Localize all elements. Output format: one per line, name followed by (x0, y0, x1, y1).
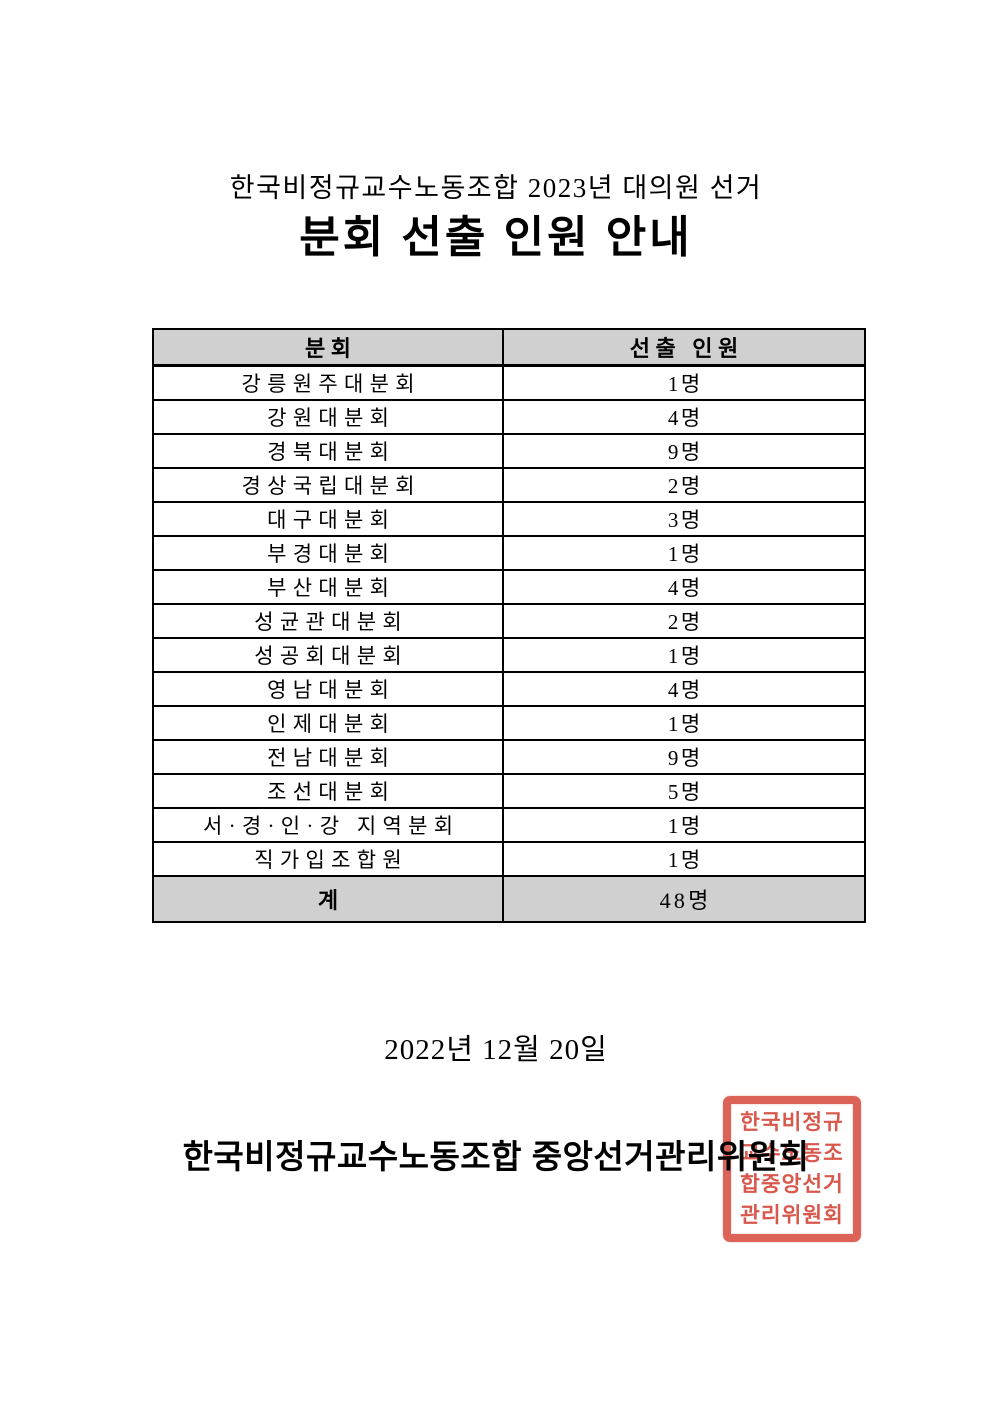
elected-count-cell: 2명 (502, 467, 866, 503)
elected-count-cell: 1명 (502, 705, 866, 741)
seal-glyph-row: 관리위원회 (740, 1204, 844, 1227)
branch-name-cell: 강릉원주대분회 (152, 364, 504, 401)
branch-name-cell: 성균관대분회 (152, 603, 504, 639)
branch-name-cell: 영남대분회 (152, 671, 504, 707)
elected-count-cell: 9명 (502, 433, 866, 469)
table-row: 조선대분회 5명 (152, 773, 866, 809)
elected-count-cell: 1명 (502, 637, 866, 673)
branch-name-cell: 서·경·인·강 지역분회 (152, 807, 504, 843)
elected-count-cell: 1명 (502, 364, 866, 401)
document-title: 분회 선출 인원 안내 (299, 213, 693, 262)
elected-count-cell: 4명 (502, 399, 866, 435)
col-header-elected-count: 선출 인원 (502, 328, 866, 367)
elected-count-cell: 2명 (502, 603, 866, 639)
table-row: 경북대분회 9명 (152, 433, 866, 469)
total-value-cell: 48명 (502, 875, 866, 923)
elected-count-cell: 5명 (502, 773, 866, 809)
elected-count-cell: 1명 (502, 535, 866, 571)
elected-count-cell: 3명 (502, 501, 866, 537)
branch-name-cell: 직가입조합원 (152, 841, 504, 877)
table-row: 성균관대분회 2명 (152, 603, 866, 639)
seal-glyph-row: 교수노동조 (740, 1142, 844, 1165)
table-row: 부경대분회 1명 (152, 535, 866, 571)
branch-name-cell: 경상국립대분회 (152, 467, 504, 503)
table-row: 대구대분회 3명 (152, 501, 866, 537)
table-row: 성공회대분회 1명 (152, 637, 866, 673)
table-row: 직가입조합원 1명 (152, 841, 866, 877)
branch-name-cell: 조선대분회 (152, 773, 504, 809)
branch-name-cell: 강원대분회 (152, 399, 504, 435)
table-row: 서·경·인·강 지역분회 1명 (152, 807, 866, 843)
elected-count-cell: 1명 (502, 841, 866, 877)
seal-glyph-row: 한국비정규 (740, 1111, 844, 1134)
table-row: 영남대분회 4명 (152, 671, 866, 707)
branch-name-cell: 부산대분회 (152, 569, 504, 605)
branch-name-cell: 인제대분회 (152, 705, 504, 741)
elected-count-cell: 1명 (502, 807, 866, 843)
branch-name-cell: 대구대분회 (152, 501, 504, 537)
col-header-branch: 분회 (152, 328, 504, 367)
table-row: 경상국립대분회 2명 (152, 467, 866, 503)
seal-glyph-row: 합중앙선거 (740, 1173, 844, 1196)
elected-count-cell: 9명 (502, 739, 866, 775)
table-row: 부산대분회 4명 (152, 569, 866, 605)
elected-count-cell: 4명 (502, 671, 866, 707)
total-label-cell: 계 (152, 875, 504, 923)
table-row: 강릉원주대분회 1명 (152, 364, 866, 401)
organization-name: 한국비정규교수노동조합 중앙선거관리위원회 (182, 1138, 810, 1175)
branch-name-cell: 성공회대분회 (152, 637, 504, 673)
total-row: 계 48명 (152, 875, 866, 923)
table-row: 인제대분회 1명 (152, 705, 866, 741)
table-header-row: 분회 선출 인원 (152, 328, 866, 367)
branch-name-cell: 부경대분회 (152, 535, 504, 571)
table-row: 강원대분회 4명 (152, 399, 866, 435)
document-date: 2022년 12월 20일 (384, 1034, 608, 1066)
branch-name-cell: 전남대분회 (152, 739, 504, 775)
branch-election-table: 분회 선출 인원 강릉원주대분회 1명 강원대분회 4명 경북대분회 9명 경상국립대분회 2… (152, 328, 866, 923)
elected-count-cell: 4명 (502, 569, 866, 605)
branch-name-cell: 경북대분회 (152, 433, 504, 469)
table-row: 전남대분회 9명 (152, 739, 866, 775)
document-subtitle: 한국비정규교수노동조합 2023년 대의원 선거 (229, 173, 763, 203)
